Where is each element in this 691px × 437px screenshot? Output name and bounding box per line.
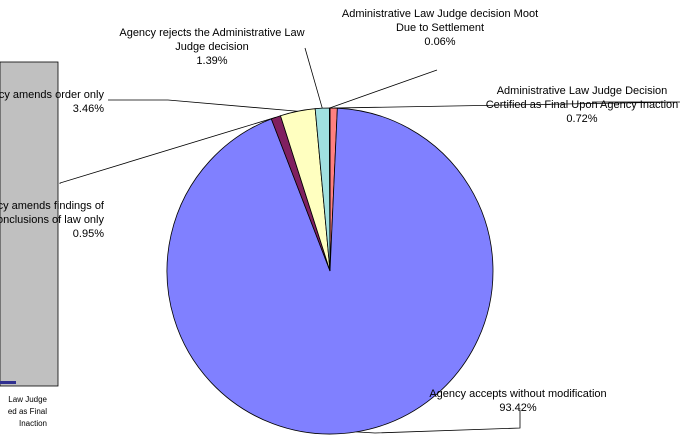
leader-lines: [59, 47, 681, 434]
pie-slices: [166, 107, 494, 435]
background-panel-labels: Law Judge ed as Final Inaction: [8, 395, 48, 428]
leader-line: [108, 99, 298, 112]
leader-line: [304, 47, 323, 109]
leader-line: [329, 69, 438, 109]
slice-label: Administrative Law Judge Decision Certifi…: [486, 85, 679, 125]
background-panel-label: Law Judge ed as Final Inaction: [8, 395, 48, 428]
leader-line: [333, 101, 681, 109]
leader-line: [356, 410, 521, 434]
pie-slice: [166, 107, 494, 435]
slice-label: Agency accepts without modification 93.42…: [429, 388, 606, 414]
slice-label: Agency rejects the Administrative Law Jud…: [119, 27, 304, 67]
background-panel-mark: [0, 381, 16, 384]
leader-line: [59, 116, 277, 184]
slice-label: Agency amends findings offacts/conclusio…: [0, 200, 105, 240]
slice-labels: Administrative Law Judge Decision Certifi…: [0, 8, 678, 414]
background-panel: [0, 61, 59, 387]
slice-label: Administrative Law Judge decision Moot Du…: [342, 8, 538, 48]
